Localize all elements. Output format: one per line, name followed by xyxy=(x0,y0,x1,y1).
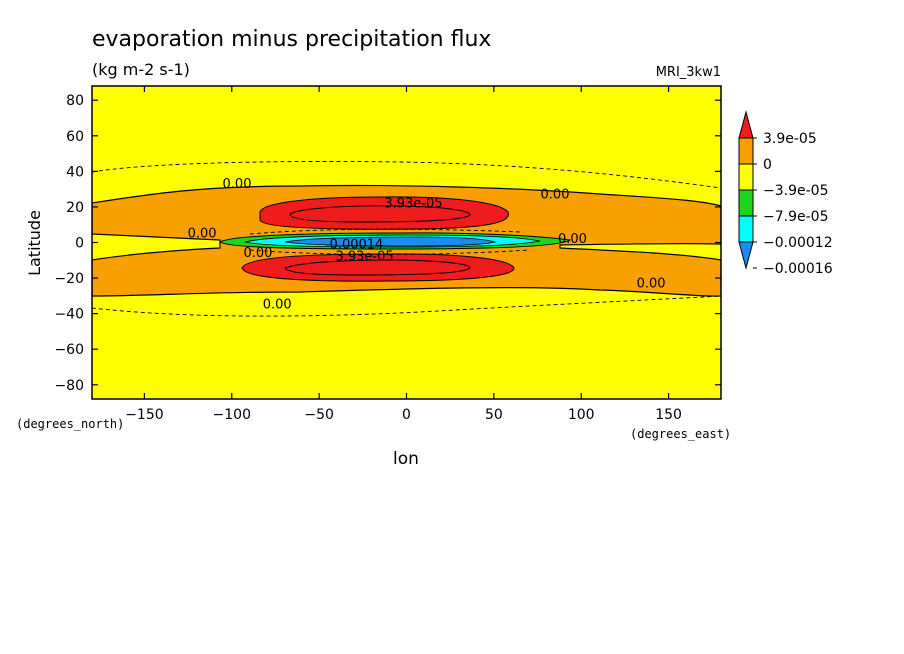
contour-label: 3.93e-05 xyxy=(384,196,442,211)
y-axis: 80 60 40 20 0 −20 −40 −60 −80 xyxy=(54,93,721,394)
x-tick-label: 0 xyxy=(402,407,411,423)
negative-band-blue xyxy=(284,236,497,247)
dashed-contour-north xyxy=(92,161,721,189)
x-tick-label: −50 xyxy=(304,407,334,423)
colorbar-label: −0.00012 xyxy=(763,235,833,251)
y-tick-label: −80 xyxy=(54,378,84,394)
contour-north-inner xyxy=(289,205,471,223)
colorbar-label: 0 xyxy=(763,157,772,173)
colorbar-bottom-arrow xyxy=(738,241,754,270)
contour-label: -0.00014 xyxy=(325,237,383,252)
contour-label: 3.93e-05 xyxy=(335,250,393,265)
contour-label: 0.00 xyxy=(541,187,570,202)
colorbar-top-arrow xyxy=(738,110,754,139)
contour-label: 0.00 xyxy=(558,232,587,247)
y-tick-label: 0 xyxy=(75,236,84,252)
colorbar-box xyxy=(738,163,754,191)
colorbar-box xyxy=(738,215,754,243)
y-tick-label: 60 xyxy=(66,129,84,145)
x-tick-label: −100 xyxy=(213,407,251,423)
contour-label: 0.00 xyxy=(637,276,666,291)
colorbar-label: 3.9e-05 xyxy=(763,131,817,147)
x-axis: −150 −100 −50 0 50 100 150 xyxy=(125,86,682,423)
x-unit-label: (degrees_east) xyxy=(630,427,731,441)
chart-units: (kg m-2 s-1) xyxy=(92,60,190,79)
colorbar-box xyxy=(738,189,754,217)
y-axis-label: Latitude xyxy=(25,210,44,276)
y-tick-label: −20 xyxy=(54,271,84,287)
south-max-region xyxy=(241,253,515,282)
colorbar-label: −3.9e-05 xyxy=(763,183,828,199)
x-tick-label: 100 xyxy=(568,407,595,423)
contour-label: 0.00 xyxy=(263,298,292,313)
y-tick-label: −40 xyxy=(54,307,84,323)
dashed-contour-south xyxy=(92,295,721,317)
contour-label: 0.00 xyxy=(223,177,252,192)
x-tick-label: −150 xyxy=(125,407,163,423)
contour-south-inner xyxy=(284,259,471,276)
y-tick-label: 40 xyxy=(66,164,84,180)
colorbar: 3.9e-05 0 −3.9e-05 −7.9e-05 −0.00012 −0.00016 xyxy=(738,110,833,277)
model-name: MRI_3kw1 xyxy=(656,65,721,80)
colorbar-box xyxy=(738,137,754,165)
x-axis-label: lon xyxy=(393,449,419,469)
y-tick-label: 80 xyxy=(66,93,84,109)
contour-label: 0.00 xyxy=(188,227,217,242)
contour-labels: 0.00 0.00 0.00 0.00 0.00 0.00 3.93e-05 3.93e-05… xyxy=(188,177,666,313)
x-tick-label: 150 xyxy=(655,407,682,423)
contour-field xyxy=(92,86,721,399)
colorbar-label: −0.00016 xyxy=(763,261,833,277)
y-tick-label: 20 xyxy=(66,200,84,216)
contour-label: 0.00 xyxy=(244,246,273,261)
colorbar-label: −7.9e-05 xyxy=(763,209,828,225)
y-unit-label: (degrees_north) xyxy=(16,417,124,431)
y-tick-label: −60 xyxy=(54,342,84,358)
x-tick-label: 50 xyxy=(485,407,503,423)
chart-title: evaporation minus precipitation flux xyxy=(92,27,491,52)
dashed-contour-equator xyxy=(249,228,531,255)
